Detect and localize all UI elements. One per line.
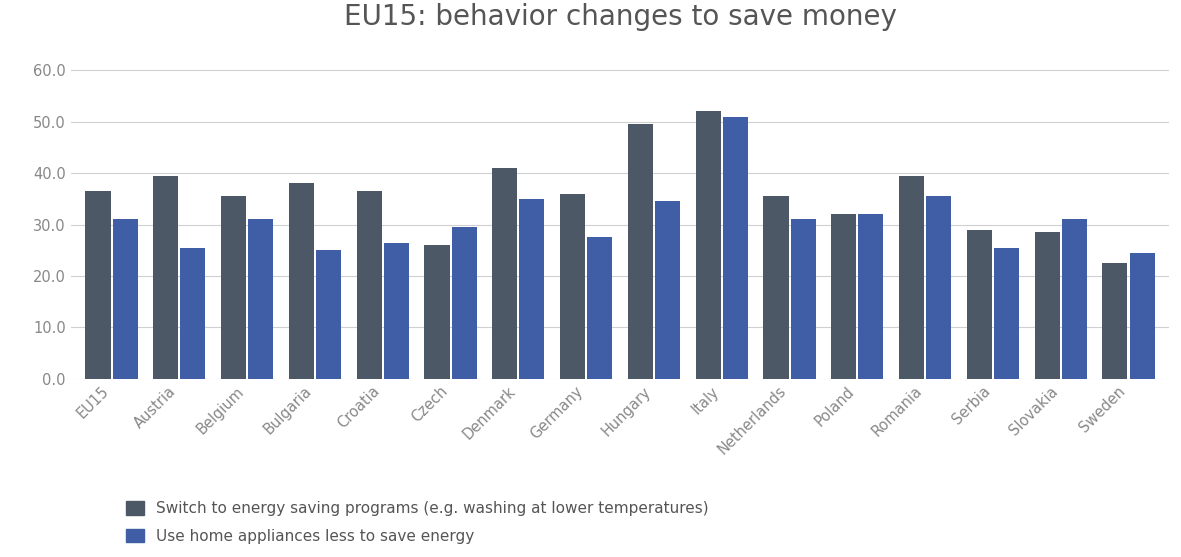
Bar (560, 194, 585, 379)
Bar (317, 250, 341, 379)
Bar (655, 202, 680, 379)
Bar (587, 237, 612, 379)
Bar (1129, 253, 1155, 379)
Bar (112, 219, 138, 379)
Bar (384, 242, 409, 379)
Bar (763, 196, 789, 379)
Bar (492, 168, 517, 379)
Bar (154, 175, 178, 379)
Bar (181, 248, 205, 379)
Bar (451, 227, 477, 379)
Bar (994, 248, 1019, 379)
Bar (248, 219, 273, 379)
Bar (424, 245, 450, 379)
Bar (85, 191, 111, 379)
Bar (520, 199, 544, 379)
Bar (831, 214, 856, 379)
Bar (723, 116, 748, 379)
Bar (357, 191, 381, 379)
Bar (628, 124, 653, 379)
Bar (289, 183, 314, 379)
Legend: Switch to energy saving programs (e.g. washing at lower temperatures), Use home : Switch to energy saving programs (e.g. w… (125, 501, 709, 544)
Bar (967, 229, 992, 379)
Bar (1102, 263, 1128, 379)
Bar (221, 196, 246, 379)
Title: EU15: behavior changes to save money: EU15: behavior changes to save money (344, 3, 896, 31)
Bar (1062, 219, 1087, 379)
Bar (926, 196, 951, 379)
Bar (899, 175, 924, 379)
Bar (696, 111, 720, 379)
Bar (859, 214, 883, 379)
Bar (1035, 232, 1059, 379)
Bar (790, 219, 816, 379)
